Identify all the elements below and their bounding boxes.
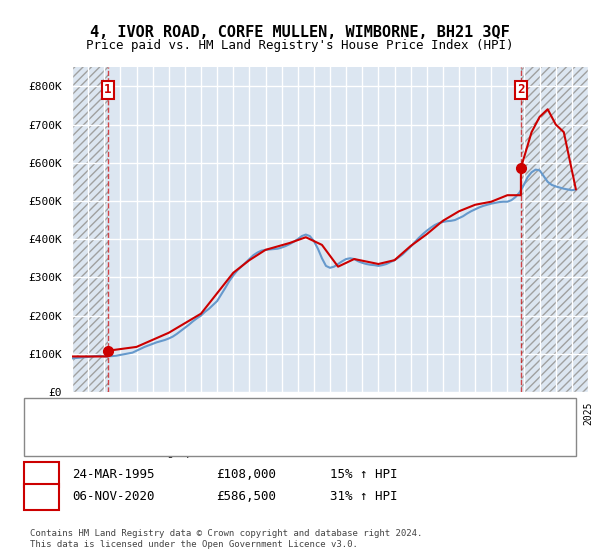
Text: 2: 2: [517, 83, 524, 96]
Text: Price paid vs. HM Land Registry's House Price Index (HPI): Price paid vs. HM Land Registry's House …: [86, 39, 514, 52]
Text: £108,000: £108,000: [216, 468, 276, 481]
Bar: [521, 67, 588, 392]
Text: 4, IVOR ROAD, CORFE MULLEN, WIMBORNE, BH21 3QF: 4, IVOR ROAD, CORFE MULLEN, WIMBORNE, BH…: [90, 25, 510, 40]
Text: ——: ——: [54, 448, 71, 462]
Text: 15% ↑ HPI: 15% ↑ HPI: [330, 468, 398, 481]
Text: £586,500: £586,500: [216, 490, 276, 503]
Text: HPI: Average price, detached house, Dorset: HPI: Average price, detached house, Dors…: [105, 448, 367, 458]
Text: 1: 1: [104, 83, 112, 96]
Text: 2: 2: [38, 490, 45, 503]
Text: 4, IVOR ROAD, CORFE MULLEN, WIMBORNE, BH21 3QF (detached house): 4, IVOR ROAD, CORFE MULLEN, WIMBORNE, BH…: [105, 410, 499, 421]
Text: 1: 1: [38, 468, 45, 481]
Bar: [72, 67, 108, 392]
Text: 06-NOV-2020: 06-NOV-2020: [72, 490, 155, 503]
Text: Contains HM Land Registry data © Crown copyright and database right 2024.
This d: Contains HM Land Registry data © Crown c…: [30, 529, 422, 549]
Text: 24-MAR-1995: 24-MAR-1995: [72, 468, 155, 481]
Text: ——: ——: [54, 410, 71, 424]
Text: 31% ↑ HPI: 31% ↑ HPI: [330, 490, 398, 503]
